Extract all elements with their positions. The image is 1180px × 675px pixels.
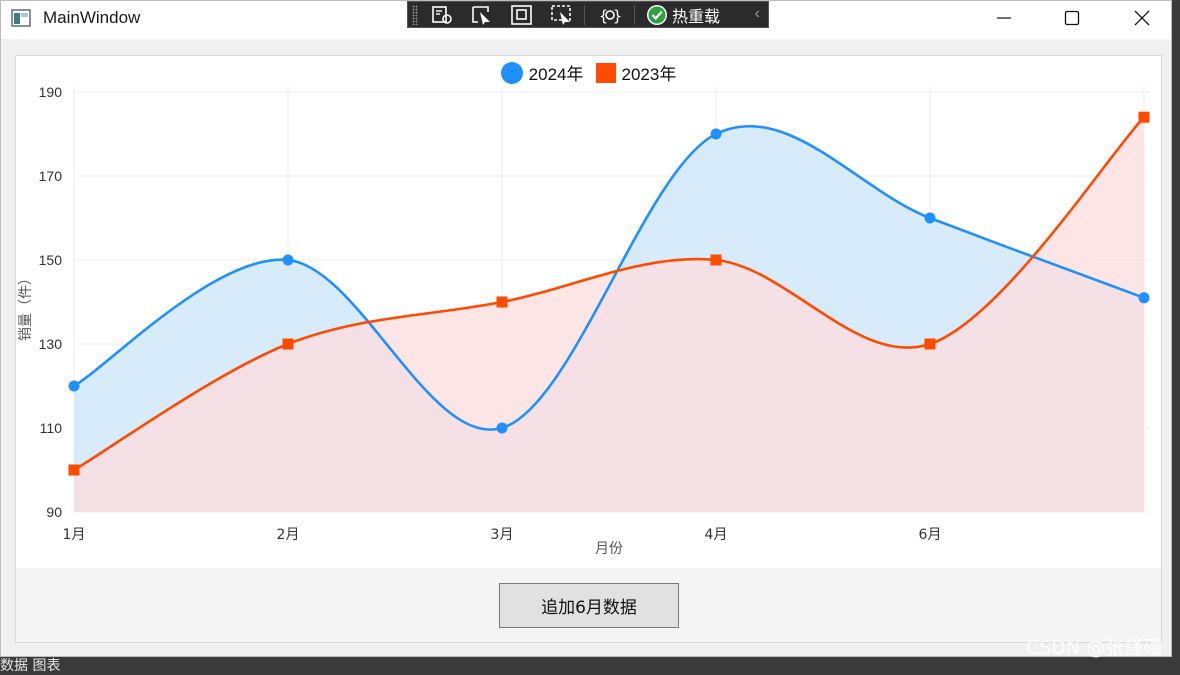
y-tick-label: 150 [39,252,63,268]
x-tick-label: 4月 [705,527,728,543]
y-tick-label: 110 [40,420,63,436]
data-point [282,338,294,350]
legend-item-2024[interactable]: 2024年 [500,60,584,85]
minimize-button[interactable] [974,1,1034,35]
data-point [924,212,936,224]
data-point [68,380,80,392]
y-axis-label: 销量（件） [18,271,34,341]
toolbar-separator [584,5,585,25]
data-point [924,338,936,350]
data-point [1138,111,1150,123]
xaml-debug-toolbar: { } 热重载 ‹ [407,1,769,28]
x-tick-label: 6月 [919,527,942,543]
y-tick-label: 190 [39,84,63,100]
data-point [710,254,722,266]
x-tick-label: 2月 [277,527,300,543]
window-title: MainWindow [43,8,141,27]
legend-item-2023[interactable]: 2023年 [595,60,677,85]
binding-failures-icon[interactable]: { } [598,4,622,26]
collapse-toolbar-icon[interactable]: ‹ [754,5,760,22]
y-tick-label: 130 [39,336,63,352]
select-element-icon[interactable] [430,4,454,26]
toolbar-separator [634,5,635,25]
sales-chart[interactable]: 90 110 130 150 170 190 1月 2月 3月 4月 6月月份 销量（件） 2024年… [16,56,1161,568]
x-tick-label: 3月 [491,527,514,543]
x-axis-label: 月份 [595,541,623,557]
layout-adorner-icon[interactable] [510,4,534,26]
maximize-icon [1064,10,1080,26]
series-line [73,116,1145,472]
minimize-icon [997,17,1011,19]
y-tick-label: 170 [39,168,63,184]
data-point [710,128,722,140]
chart-legend: 2024年 2023年 [16,60,1161,85]
legend-marker-square [595,62,616,83]
hot-reload-button[interactable]: 热重载 [646,3,720,27]
close-button[interactable] [1112,1,1172,35]
watermark-text: CSDN @张謹礶 [1026,637,1163,659]
title-bar[interactable]: MainWindow [1,1,1171,39]
legend-label: 2024年 [528,65,584,84]
data-point [68,464,80,476]
y-tick-label: 90 [46,504,62,520]
svg-text:}: } [613,7,622,25]
check-circle-icon [647,5,667,25]
data-point [282,254,294,266]
background-window-text: 数据 图表 [0,658,61,674]
x-tick-label: 1月 [63,527,86,543]
legend-label: 2023年 [621,65,677,84]
add-june-data-button[interactable]: 追加6月数据 [499,583,679,628]
close-icon [1134,10,1150,26]
main-window: MainWindow [0,0,1172,657]
toolbar-grip[interactable] [412,5,418,25]
data-point [1138,292,1150,304]
app-icon [11,9,31,27]
pointer-select-icon[interactable] [470,4,494,26]
hot-reload-label: 热重载 [672,9,721,26]
client-area: 90 110 130 150 170 190 1月 2月 3月 4月 6月月份 销量（件） 2024年… [15,55,1162,643]
svg-text:{: { [599,7,608,25]
data-point [496,422,508,434]
legend-marker-circle [500,61,523,84]
series-area [74,117,1144,512]
data-point [496,296,508,308]
track-focus-icon[interactable] [550,4,574,26]
maximize-button[interactable] [1042,1,1102,35]
